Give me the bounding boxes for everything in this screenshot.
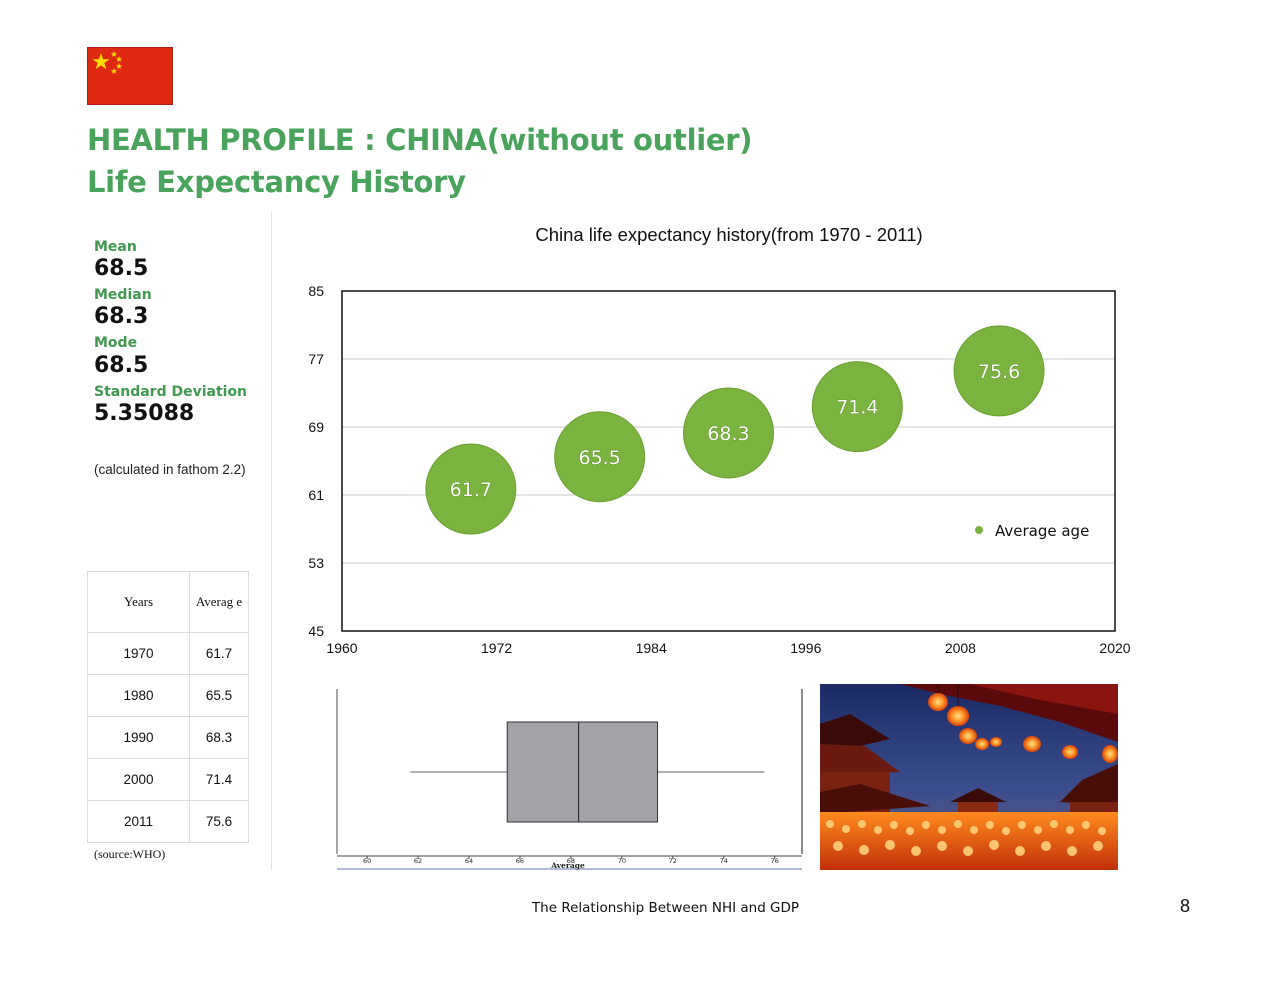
x-tick-label: 1996 [790,640,821,656]
x-tick-label: 2008 [945,640,976,656]
y-tick-label: 45 [308,623,324,639]
y-tick-label: 85 [308,283,324,299]
data-label: 68.3 [707,423,749,445]
data-label: 65.5 [579,447,621,469]
life-expectancy-table: Years Averag e 1970 61.7 1980 65.5 1990 … [87,571,249,843]
data-point-bubble [425,443,517,535]
table-row: 2011 75.6 [87,800,249,843]
box-plot: 60 62 64 66 68 70 72 74 76 Average [336,689,803,870]
x-tick-label: 1972 [481,640,512,656]
mean-label: Mean [94,239,137,255]
box-plot-axis-label: Average [550,861,585,870]
china-flag-icon [87,47,173,105]
data-label: 61.7 [450,479,492,501]
box-plot-tick-label: 74 [720,857,728,865]
data-label: 71.4 [836,397,878,419]
data-point-bubble [683,387,774,479]
box-plot-tick-label: 64 [465,857,473,865]
footer-text: The Relationship Between NHI and GDP [531,900,800,916]
box-plot-tick-label: 76 [771,857,779,865]
y-tick-label: 77 [308,351,324,367]
chart-title: China life expectancy history(from 1970 … [535,224,923,245]
box-plot-tick-label: 66 [516,857,524,865]
box-plot-tick-label: 62 [414,857,422,865]
mode-label: Mode [94,335,138,351]
mode-value: 68.5 [94,353,149,378]
page-title: HEALTH PROFILE : CHINA(without outlier) [87,123,753,157]
box-plot-tick-label: 68 [567,857,575,865]
table-row: 2000 71.4 [87,758,249,801]
y-tick-label: 69 [308,419,324,435]
table-row: 1970 61.7 [87,632,249,675]
lantern-temple-photo [820,684,1118,870]
column-divider [271,212,272,870]
data-label: 75.6 [978,361,1020,383]
table-header-years: Years [87,571,190,633]
table-header-row: Years Averag e [87,571,249,633]
data-point-bubble [811,361,903,453]
x-tick-label: 1984 [636,640,667,656]
x-tick-label: 2020 [1099,640,1130,656]
table-cell-average: 75.6 [189,800,249,843]
std-dev-label: Standard Deviation [94,384,248,400]
box-plot-tick-label: 72 [669,857,677,865]
median-label: Median [94,287,152,303]
std-dev-value: 5.35088 [94,401,195,426]
data-point-bubble [953,325,1045,417]
life-expectancy-chart: 45 53 61 69 77 85 1960 1972 1984 1996 2008 2020 61.7… [308,283,1130,656]
table-source: (source:WHO) [94,847,166,861]
table-cell-year: 2000 [87,758,190,801]
plot-frame [341,290,1116,632]
table-row: 1980 65.5 [87,674,249,717]
x-tick-label: 1960 [326,640,357,656]
legend-marker [975,526,983,534]
table-row: 1990 68.3 [87,716,249,759]
calculation-note: (calculated in fathom 2.2) [94,462,246,477]
y-tick-label: 53 [308,555,324,571]
page-number: 8 [1180,896,1191,916]
table-header-average: Averag e [189,571,249,633]
y-tick-label: 61 [308,487,324,503]
median-value: 68.3 [94,304,149,329]
page-subtitle: Life Expectancy History [87,165,466,199]
mean-value: 68.5 [94,256,149,281]
table-cell-year: 2011 [87,800,190,843]
interquartile-box [506,721,659,823]
table-cell-average: 61.7 [189,632,249,675]
table-cell-average: 68.3 [189,716,249,759]
table-cell-average: 71.4 [189,758,249,801]
box-plot-tick-label: 60 [363,857,371,865]
table-cell-year: 1980 [87,674,190,717]
legend-label: Average age [995,522,1089,540]
data-point-bubble [554,411,646,503]
table-cell-average: 65.5 [189,674,249,717]
table-cell-year: 1990 [87,716,190,759]
box-plot-tick-label: 70 [618,857,626,865]
table-cell-year: 1970 [87,632,190,675]
